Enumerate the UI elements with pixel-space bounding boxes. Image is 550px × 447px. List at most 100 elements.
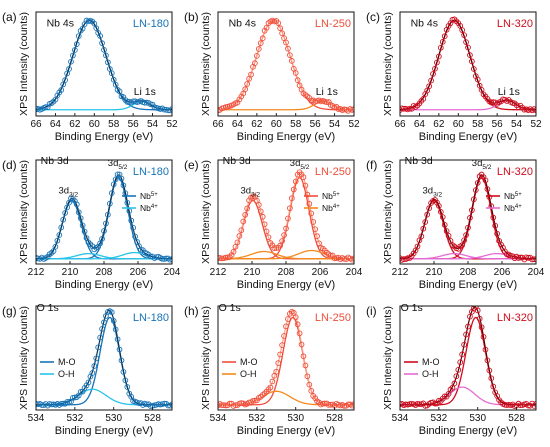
- data-point: [58, 400, 65, 407]
- peak-label: 3d3/2: [240, 185, 260, 198]
- data-point: [439, 38, 446, 45]
- y-axis-label: XPS Intensity (counts): [18, 160, 30, 264]
- plot-frame: [35, 305, 173, 411]
- x-tick-label: 532: [431, 413, 448, 424]
- data-point: [441, 33, 448, 40]
- data-point: [484, 186, 491, 192]
- legend-label: O-H: [58, 369, 75, 379]
- data-point: [439, 214, 446, 220]
- panel-letter: (g): [2, 304, 17, 318]
- data-point: [281, 232, 287, 238]
- data-point: [64, 399, 70, 405]
- data-point: [283, 39, 289, 46]
- data-point: [470, 196, 477, 203]
- data-point: [294, 321, 301, 328]
- data-point: [306, 200, 313, 207]
- x-tick-label: 208: [278, 267, 295, 278]
- panel-letter: (c): [366, 10, 380, 24]
- peak-label: 3d3/2: [422, 185, 442, 198]
- data-point: [474, 180, 481, 186]
- data-point: [531, 256, 536, 263]
- fit-envelope: [36, 19, 172, 111]
- x-tick-label: 62: [251, 119, 263, 130]
- data-point: [283, 323, 289, 330]
- data-point: [244, 81, 250, 87]
- data-point: [56, 232, 63, 238]
- data-point: [401, 256, 407, 262]
- data-point: [73, 201, 80, 208]
- data-point: [105, 59, 111, 66]
- data-point: [300, 353, 307, 360]
- data-point: [248, 71, 254, 78]
- data-point: [234, 239, 241, 246]
- legend-label: M-O: [58, 357, 76, 367]
- data-point: [463, 39, 469, 45]
- data-point: [312, 226, 318, 233]
- data-point: [478, 324, 485, 331]
- data-point: [169, 106, 172, 112]
- data-point: [443, 228, 450, 234]
- panel-letter: (a): [2, 10, 17, 24]
- x-tick-label: 208: [460, 267, 477, 278]
- data-point: [414, 243, 421, 250]
- x-tick-label: 534: [392, 413, 409, 424]
- data-point: [287, 52, 293, 58]
- data-point: [52, 243, 59, 250]
- x-tick-label: 206: [130, 267, 147, 278]
- sample-label: LN-180: [133, 166, 169, 178]
- data-point: [73, 41, 80, 48]
- data-point: [273, 368, 280, 375]
- data-point: [163, 255, 170, 262]
- data-point: [169, 256, 172, 262]
- data-point: [341, 255, 348, 262]
- data-point: [108, 70, 115, 77]
- panel-d: (d) XPS Intensity (counts) Binding Energy …: [2, 155, 181, 291]
- data-point: [108, 190, 115, 197]
- data-point: [494, 230, 500, 237]
- data-point: [287, 205, 293, 212]
- data-point: [275, 360, 282, 366]
- fit-envelope: [218, 171, 354, 260]
- data-point: [110, 318, 117, 324]
- x-tick-label: 534: [210, 413, 227, 424]
- x-axis-label: Binding Energy (eV): [419, 131, 517, 143]
- data-point: [130, 224, 136, 231]
- data-point: [486, 194, 493, 201]
- data-point: [36, 400, 39, 407]
- data-point: [517, 402, 524, 409]
- data-point: [257, 40, 264, 47]
- data-point: [459, 27, 466, 33]
- y-axis-label: XPS Intensity (counts): [382, 12, 394, 116]
- data-point: [331, 255, 338, 262]
- data-point: [120, 369, 127, 375]
- data-point: [85, 379, 92, 386]
- data-point: [114, 336, 121, 343]
- data-point: [257, 208, 264, 215]
- data-point: [308, 387, 315, 394]
- data-point: [277, 25, 284, 32]
- data-point: [114, 171, 121, 178]
- data-point: [402, 401, 409, 408]
- x-axis-label: Binding Energy (eV): [55, 131, 153, 143]
- x-tick-label: 66: [30, 119, 42, 130]
- data-point: [165, 402, 171, 409]
- x-tick-label: 56: [492, 119, 504, 130]
- x-tick-label: 206: [494, 267, 511, 278]
- data-point: [298, 341, 305, 348]
- x-tick-label: 54: [329, 119, 341, 130]
- x-tick-label: 54: [147, 119, 159, 130]
- plot-area: [218, 17, 354, 114]
- data-point: [502, 401, 508, 408]
- data-point: [97, 240, 103, 247]
- x-axis-label: Binding Energy (eV): [237, 425, 335, 437]
- data-point: [261, 221, 268, 228]
- data-point: [469, 58, 475, 65]
- data-point: [108, 309, 115, 316]
- data-point: [97, 334, 103, 341]
- data-point: [250, 398, 256, 404]
- data-point: [472, 187, 479, 193]
- data-point: [351, 255, 354, 262]
- data-point: [296, 330, 303, 337]
- data-point: [304, 191, 311, 198]
- y-axis-label: XPS Intensity (counts): [382, 160, 394, 264]
